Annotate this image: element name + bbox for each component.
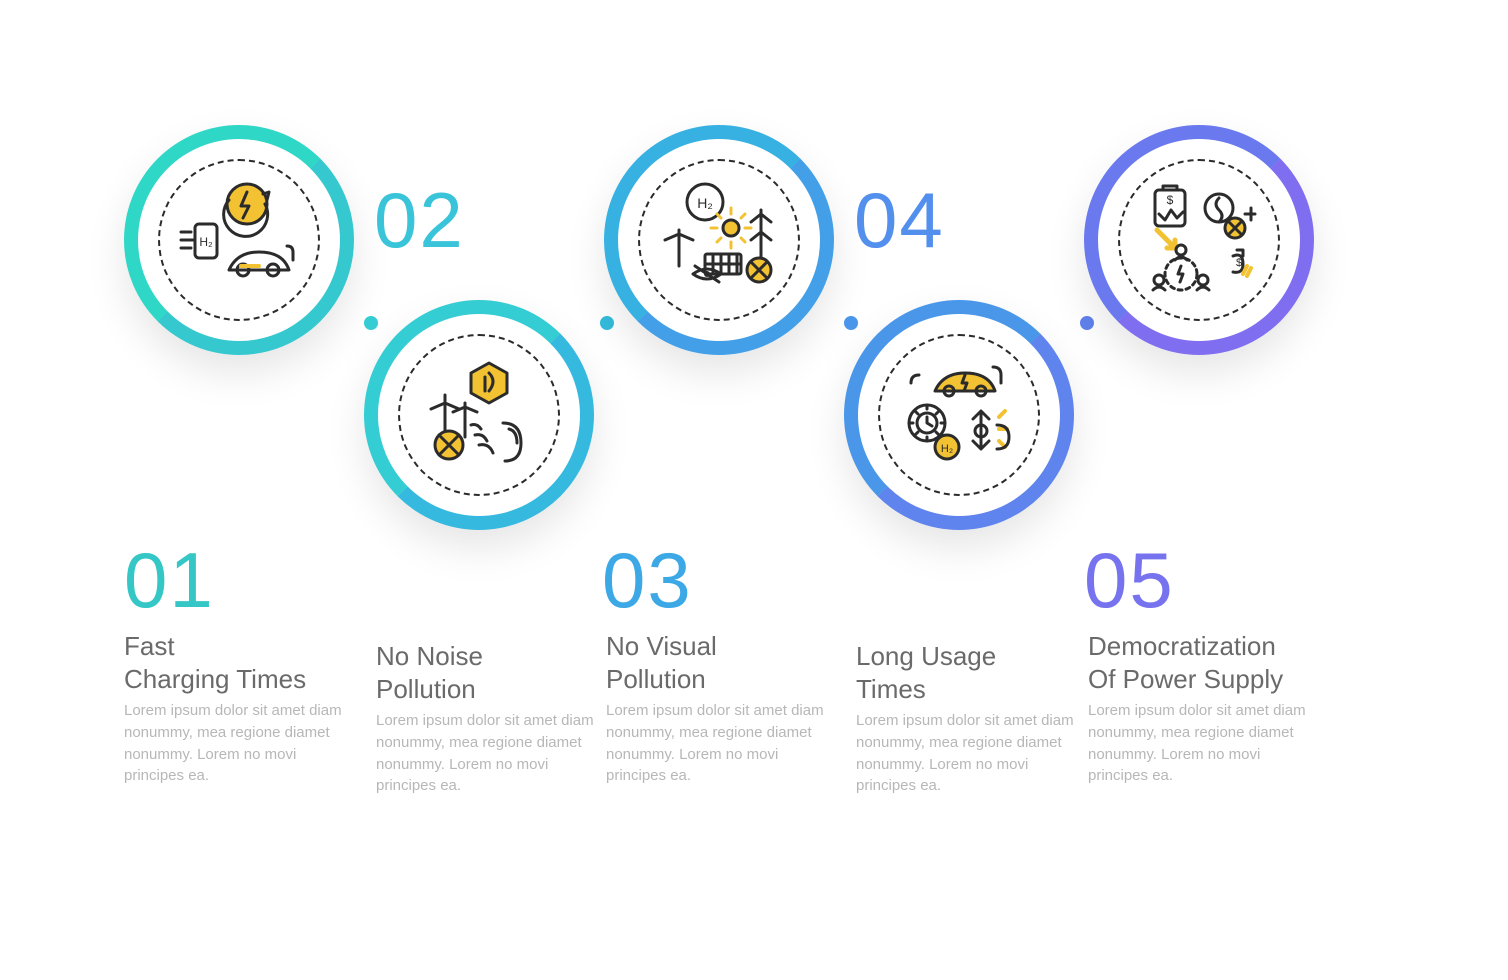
- step-5-number: 05: [1084, 535, 1175, 626]
- connector-dot-1: [360, 312, 382, 334]
- step-1-body: Lorem ipsum dolor sit amet diam nonummy,…: [124, 700, 344, 787]
- charging-icon: H₂: [169, 170, 309, 310]
- connector-dot-4: [1076, 312, 1098, 334]
- svg-text:H₂: H₂: [697, 195, 713, 211]
- step-3-title: No Visual Pollution: [606, 630, 717, 695]
- step-5-body: Lorem ipsum dolor sit amet diam nonummy,…: [1088, 700, 1318, 787]
- step-1-circle: H₂: [124, 125, 354, 355]
- step-4-number: 04: [854, 175, 945, 266]
- usage-icon: H₂: [889, 345, 1029, 485]
- infographic-stage: H₂ 01 Fast Charging Times Lorem ipsum do…: [124, 110, 1384, 870]
- step-4-title: Long Usage Times: [856, 640, 996, 705]
- connector-dot-3: [840, 312, 862, 334]
- step-2-number: 02: [374, 175, 465, 266]
- step-5-circle: $ $: [1084, 125, 1314, 355]
- visual-icon: H₂: [649, 170, 789, 310]
- step-3-number: 03: [602, 535, 693, 626]
- step-2-body: Lorem ipsum dolor sit amet diam nonummy,…: [376, 710, 596, 797]
- step-1-number: 01: [124, 535, 215, 626]
- noise-icon: [409, 345, 549, 485]
- svg-text:$: $: [1236, 257, 1242, 269]
- step-3-body: Lorem ipsum dolor sit amet diam nonummy,…: [606, 700, 826, 787]
- democracy-icon: $ $: [1129, 170, 1269, 310]
- step-4-body: Lorem ipsum dolor sit amet diam nonummy,…: [856, 710, 1076, 797]
- step-4-circle: H₂: [844, 300, 1074, 530]
- step-1-title: Fast Charging Times: [124, 630, 306, 695]
- step-2-circle: [364, 300, 594, 530]
- svg-text:H₂: H₂: [199, 235, 213, 249]
- connector-dot-2: [596, 312, 618, 334]
- step-2-title: No Noise Pollution: [376, 640, 483, 705]
- step-3-circle: H₂: [604, 125, 834, 355]
- step-5-title: Democratization Of Power Supply: [1088, 630, 1283, 695]
- svg-text:H₂: H₂: [941, 443, 953, 455]
- svg-text:$: $: [1167, 193, 1174, 207]
